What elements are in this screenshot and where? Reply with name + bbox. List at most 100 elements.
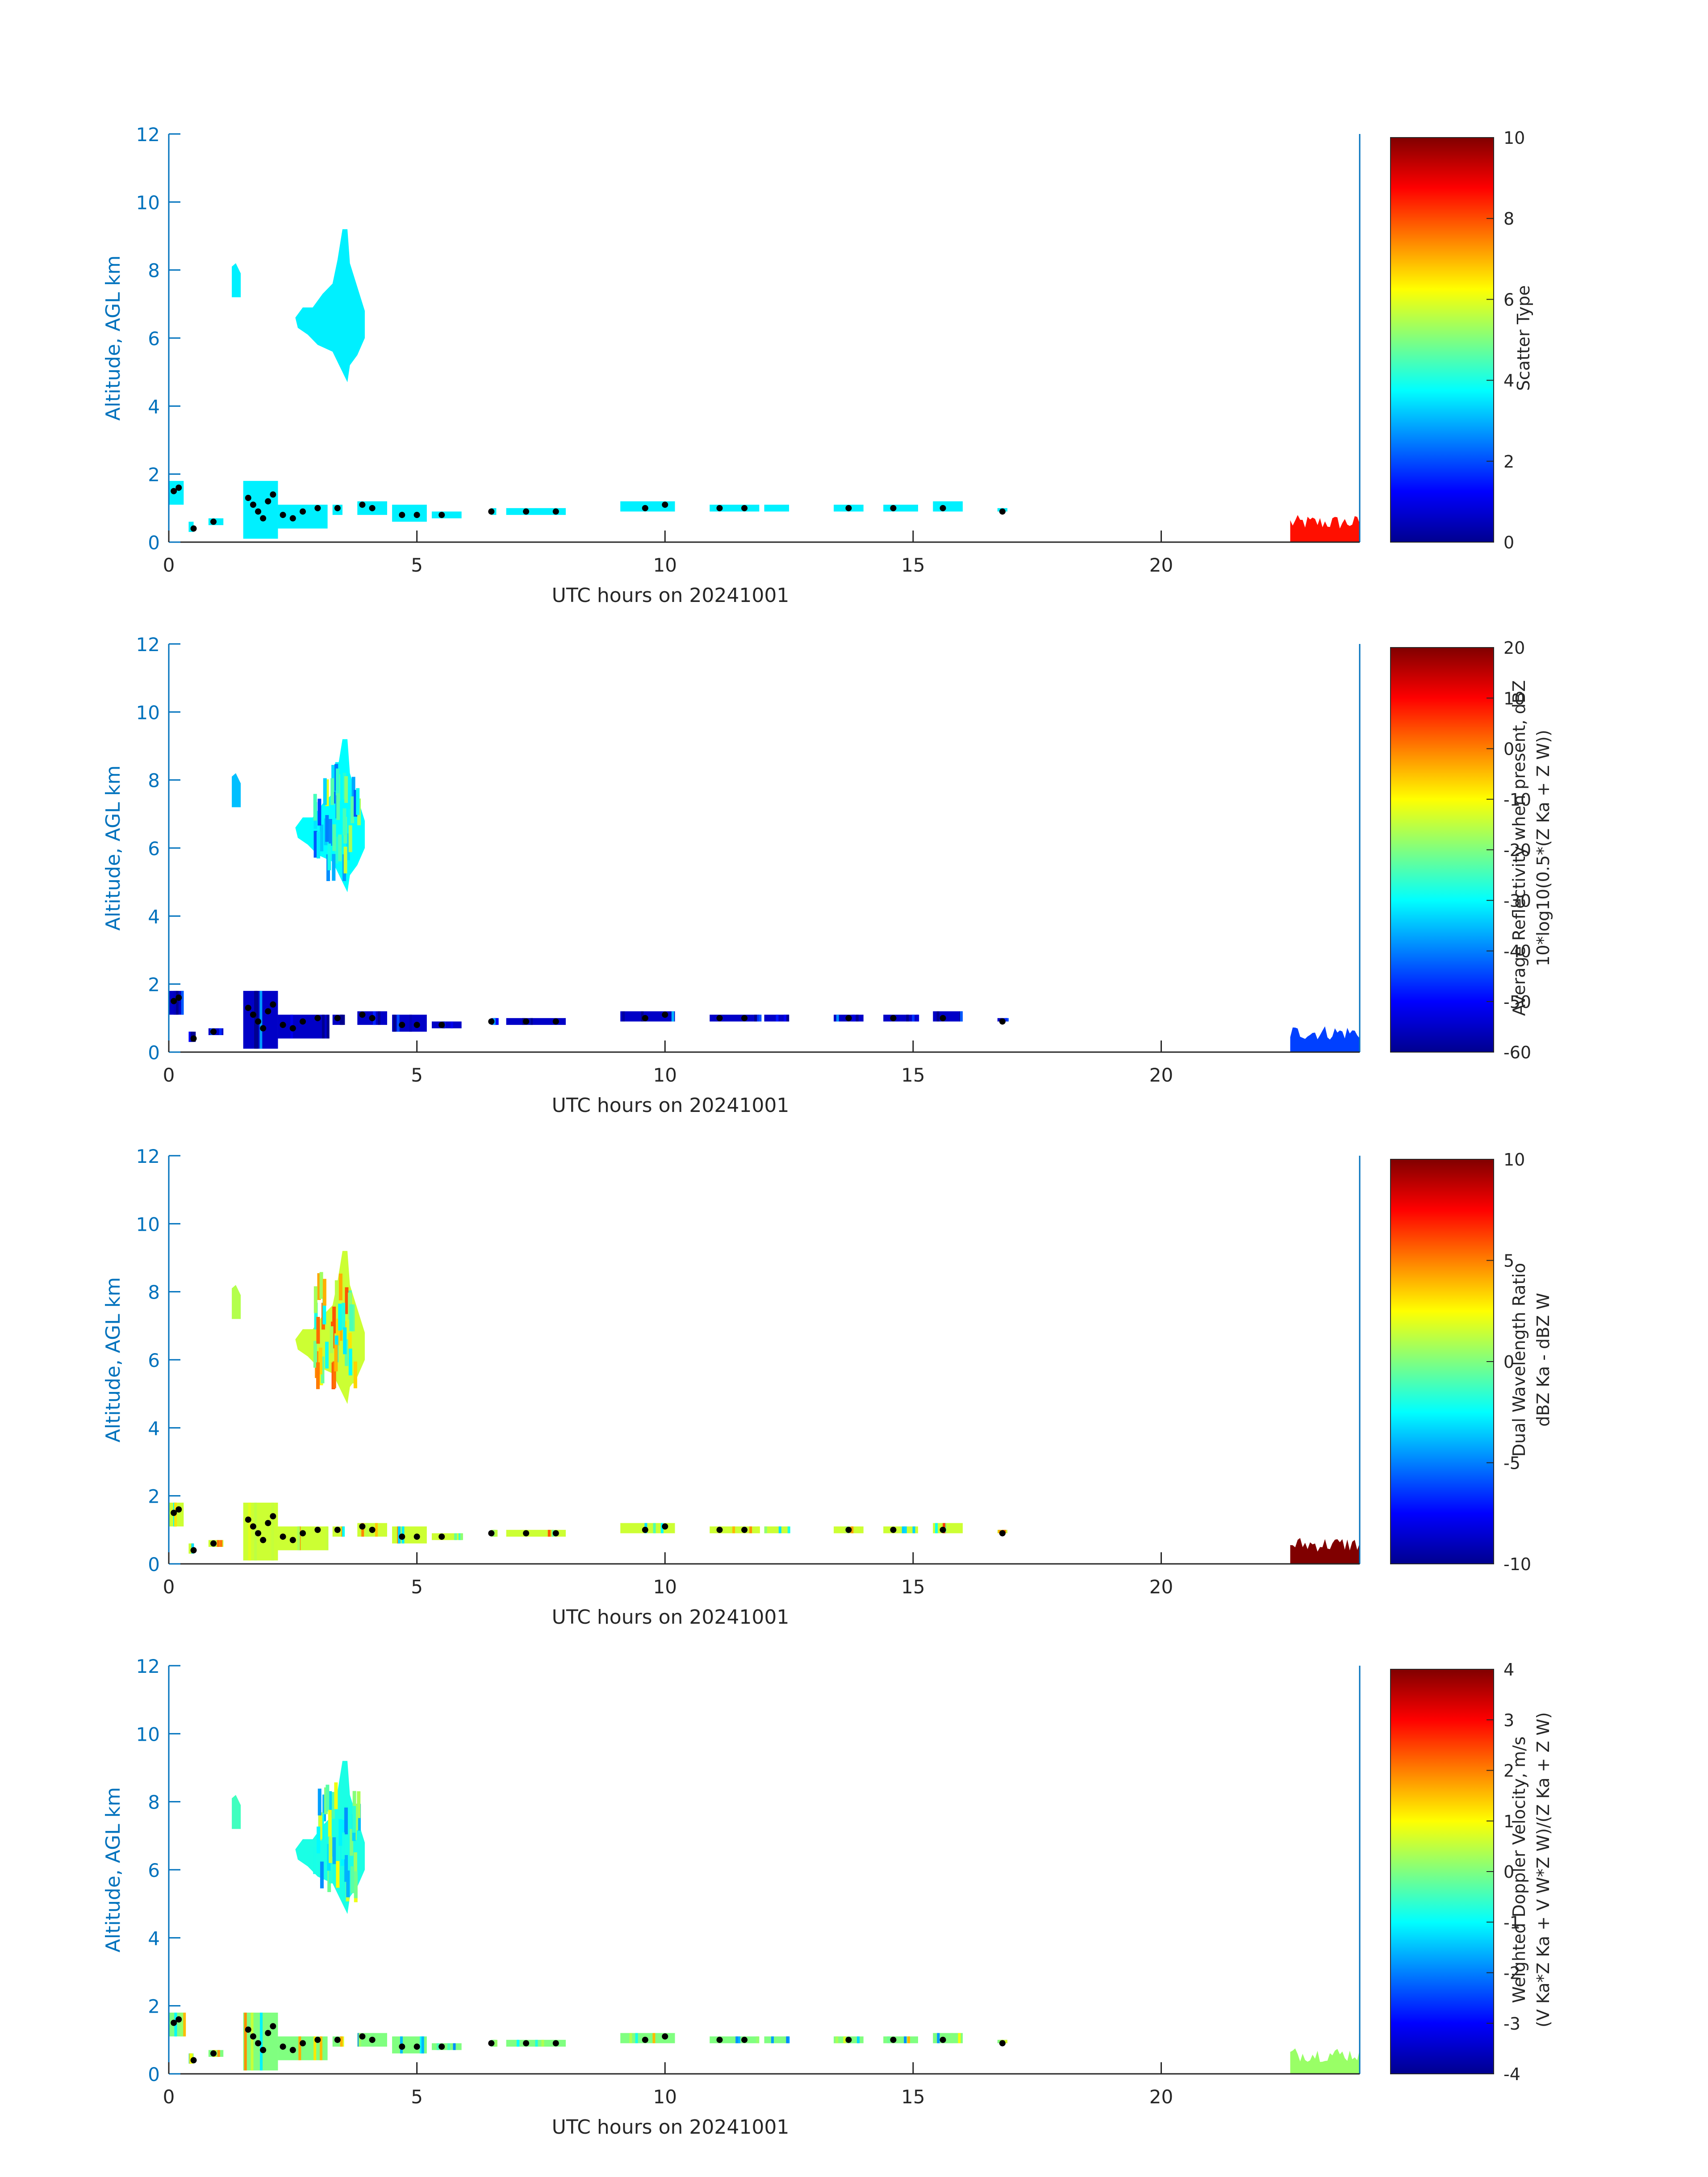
cloud-base-marker [175, 485, 182, 491]
data-streak [912, 1015, 915, 1022]
colorbar: 10 5 0 -5 -10 Dual Wavelength Ratio dBZ Ka - d… [1390, 1150, 1553, 1574]
cloud-base-marker [488, 508, 495, 515]
data-streak [366, 1523, 369, 1537]
cloud-base-marker [552, 508, 559, 515]
data-streak [336, 768, 340, 795]
data-streak [856, 2036, 860, 2043]
x-tick-label: 0 [163, 1576, 175, 1598]
data-streak [856, 1015, 859, 1022]
cloud-base-marker [210, 518, 217, 525]
cloud-base-marker [716, 2036, 723, 2043]
data-streak [787, 1526, 790, 1534]
data-streak [342, 1526, 345, 1537]
data-streak [352, 1791, 356, 1818]
colorbar-tick-label: 2 [1503, 1761, 1514, 1781]
data-streak [671, 1011, 674, 1022]
cloud-base-marker [890, 1526, 897, 1533]
data-streak [217, 2050, 220, 2057]
cloud-base-marker [890, 1015, 897, 1021]
data-streak [907, 2036, 910, 2043]
colorbar-tick-label: -3 [1503, 2014, 1520, 2034]
data-streak [330, 778, 334, 805]
cloud-base-marker [334, 1526, 341, 1533]
colorbar-tick-label: -40 [1503, 942, 1531, 961]
y-tick-label: 8 [148, 260, 160, 282]
data-streak [344, 776, 348, 803]
data-streak [749, 1526, 752, 1534]
data-region-low-cloud [431, 1533, 462, 1540]
x-tick-label: 15 [901, 2086, 925, 2108]
data-streak [342, 808, 347, 836]
data-streak [332, 854, 336, 881]
data-streak [738, 2036, 741, 2043]
cloud-base-marker [265, 498, 271, 505]
cloud-base-marker [270, 1513, 276, 1520]
data-streak [420, 2036, 423, 2054]
colorbar-tick-label: -10 [1503, 1554, 1531, 1574]
x-tick-label: 5 [411, 1576, 423, 1598]
x-axis-label: UTC hours on 20241001 [552, 584, 789, 607]
cloud-base-marker [359, 2033, 366, 2040]
x-tick-label: 5 [411, 2086, 423, 2108]
data-streak [852, 1015, 855, 1022]
colorbar-tick-label: 10 [1503, 128, 1525, 148]
data-streak [328, 819, 332, 846]
y-tick-label: 8 [148, 770, 160, 792]
colorbar-tick-label: -1 [1503, 1913, 1520, 1932]
axes: 0 2 4 6 8 10 12 0 5 10 15 20 UTC hours on 20241001 Al… [102, 634, 1361, 1117]
data-streak [377, 1011, 380, 1025]
data-streak [317, 832, 321, 859]
x-axis-label: UTC hours on 20241001 [552, 2116, 789, 2139]
x-tick-label: 0 [163, 554, 175, 576]
data-streak [496, 1018, 499, 1025]
cloud-base-marker [260, 1025, 267, 1032]
data-streak [1006, 1018, 1009, 1022]
data-streak [348, 825, 352, 852]
colorbar-label: Weighted Doppler Velocity, m/s [1509, 1736, 1529, 2003]
data-streak [316, 1362, 320, 1389]
data-streak [220, 1540, 223, 1547]
data-streak [314, 1303, 318, 1330]
x-tick-label: 10 [653, 1064, 677, 1086]
cloud-base-marker [845, 1526, 852, 1533]
y-tick-label: 10 [136, 702, 160, 723]
data-area [169, 739, 1360, 1052]
colorbar-tick-label: 3 [1503, 1710, 1514, 1730]
cloud-base-marker [940, 1526, 946, 1533]
data-streak [517, 2039, 520, 2047]
cloud-base-marker [289, 1025, 296, 1032]
colorbar-tick-label: 0 [1503, 740, 1514, 759]
cloud-base-marker [845, 1015, 852, 1021]
cloud-base-marker [300, 1530, 306, 1537]
data-streak [317, 798, 322, 826]
data-streak [313, 831, 317, 858]
data-streak [248, 1502, 251, 1561]
data-streak [313, 2036, 317, 2060]
data-streak [458, 1533, 461, 1540]
cloud-base-marker [255, 1018, 262, 1025]
data-streak [322, 1279, 326, 1306]
data-streak [1004, 1018, 1007, 1022]
data-streak [357, 1791, 361, 1818]
axes: 0 2 4 6 8 10 12 0 5 10 15 20 UTC hours on 20241001 Al… [102, 124, 1361, 607]
y-tick-label: 8 [148, 1792, 160, 1813]
data-streak [454, 1533, 457, 1540]
data-streak [778, 1526, 781, 1534]
cloud-base-marker [265, 1008, 271, 1015]
cloud-base-marker [300, 2040, 306, 2047]
data-streak [629, 2033, 632, 2043]
data-area [169, 1761, 1360, 2074]
cloud-base-marker [171, 488, 177, 494]
cloud-base-marker [190, 2057, 197, 2064]
cloud-base-marker [245, 494, 251, 501]
colorbar-tick-label: -60 [1503, 1043, 1531, 1062]
cloud-base-marker [523, 1530, 530, 1537]
y-tick-label: 6 [148, 838, 160, 860]
data-streak [313, 1847, 317, 1874]
data-streak [180, 2012, 183, 2037]
data-streak [329, 1836, 333, 1863]
data-streak [322, 1297, 326, 1325]
data-streak [332, 824, 336, 851]
cloud-base-marker [399, 2043, 405, 2050]
